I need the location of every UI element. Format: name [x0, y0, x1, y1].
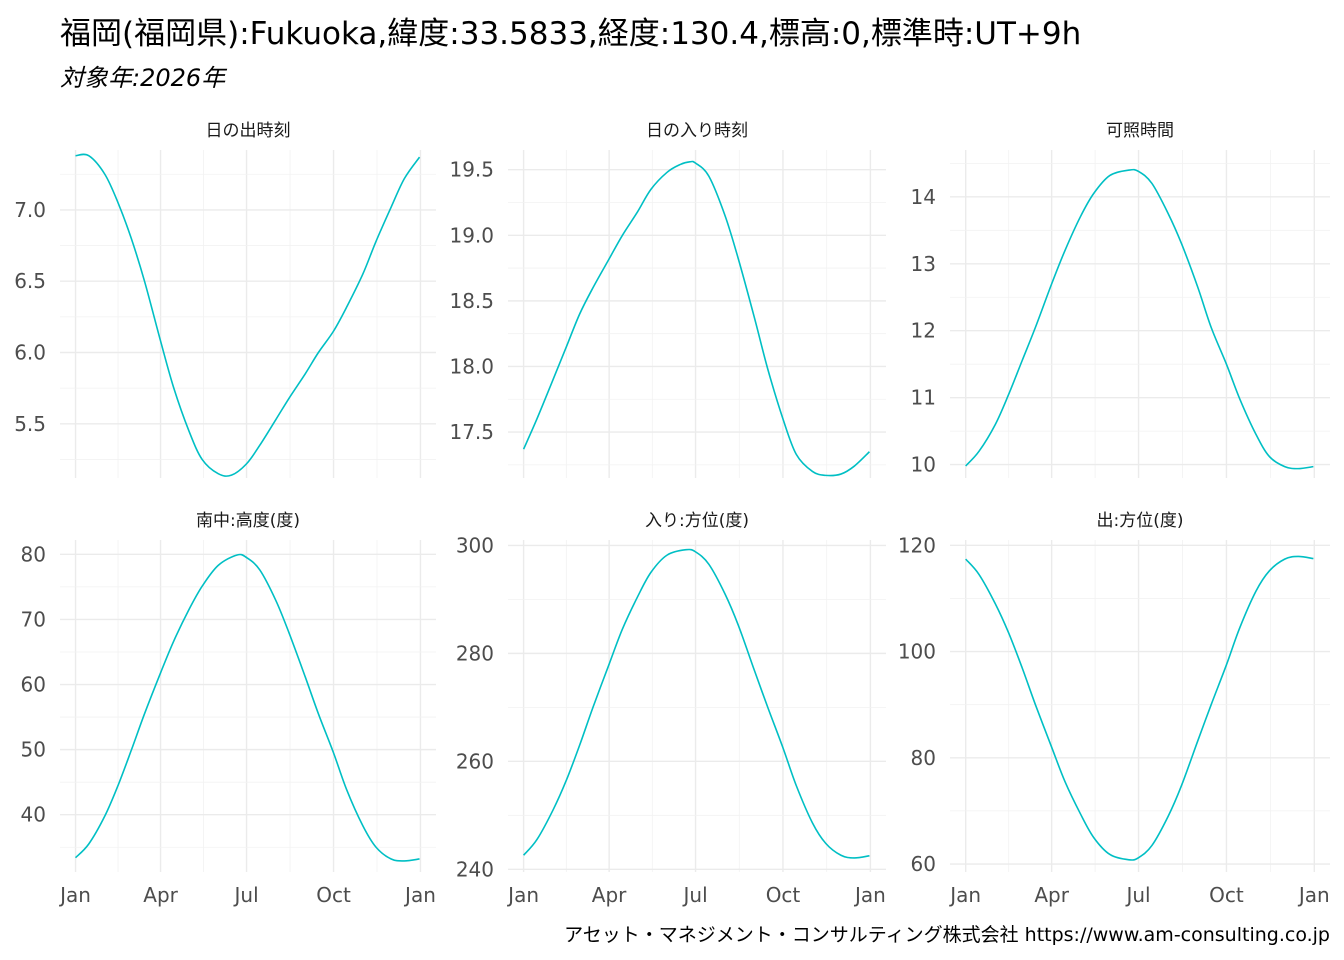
series-line — [522, 160, 870, 477]
y-tick-label: 260 — [456, 749, 494, 773]
y-tick-label: 11 — [911, 386, 936, 410]
panel-title: 入り:方位(度) — [645, 511, 749, 531]
x-tick-label: Jan — [1297, 883, 1330, 907]
panel-2: 日の入り時刻 17.5 18.0 18.5 19.0 19.5 — [449, 121, 886, 478]
x-tick-label: Apr — [592, 883, 627, 907]
y-tick-label: 60 — [911, 852, 936, 876]
y-tick-label: 40 — [21, 803, 46, 827]
y-tick-label: 60 — [21, 673, 46, 697]
panel-title: 南中:高度(度) — [196, 511, 300, 531]
x-tick-label: Jul — [1124, 883, 1150, 907]
panel-3: 可照時間 10 11 12 13 14 — [911, 121, 1330, 478]
x-tick-label: Apr — [1034, 883, 1069, 907]
panel-4: 南中:高度(度) 40 50 60 70 80 Jan Apr Jul Oct Jan — [21, 511, 436, 907]
y-tick-label: 6.5 — [14, 269, 46, 293]
x-tick-label: Oct — [766, 883, 801, 907]
x-tick-label: Jan — [948, 883, 981, 907]
page-subtitle: 対象年:2026年 — [60, 64, 226, 92]
series-line — [75, 153, 421, 477]
x-tick-label: Jul — [233, 883, 259, 907]
series-line — [522, 548, 870, 859]
y-tick-label: 13 — [911, 252, 936, 276]
caption: アセット・マネジメント・コンサルティング株式会社 https://www.am-… — [564, 924, 1330, 946]
y-tick-label: 7.0 — [14, 198, 46, 222]
y-tick-label: 50 — [21, 738, 46, 762]
y-tick-label: 6.0 — [14, 341, 46, 365]
series-line — [74, 553, 420, 862]
y-tick-label: 100 — [898, 640, 936, 664]
y-tick-label: 5.5 — [14, 412, 46, 436]
y-tick-label: 12 — [911, 319, 936, 343]
x-tick-label: Apr — [143, 883, 178, 907]
panel-1: 日の出時刻 5.5 6.0 6.5 7.0 — [14, 121, 436, 478]
y-tick-label: 14 — [911, 185, 936, 209]
y-tick-label: 18.5 — [449, 289, 494, 313]
y-tick-label: 300 — [456, 533, 494, 557]
x-tick-label: Jul — [682, 883, 708, 907]
y-tick-label: 80 — [911, 746, 936, 770]
panel-title: 可照時間 — [1106, 121, 1174, 141]
x-tick-label: Jan — [506, 883, 539, 907]
y-tick-label: 19.0 — [449, 223, 494, 247]
y-tick-label: 280 — [456, 641, 494, 665]
panel-5: 入り:方位(度) 240 260 280 300 Jan Apr Jul Oct Jan — [456, 511, 886, 907]
y-tick-label: 19.5 — [449, 158, 494, 182]
x-tick-label: Oct — [316, 883, 351, 907]
y-tick-label: 17.5 — [449, 420, 494, 444]
y-tick-label: 120 — [898, 533, 936, 557]
y-tick-label: 18.0 — [449, 354, 494, 378]
y-tick-label: 70 — [21, 607, 46, 631]
y-tick-label: 80 — [21, 542, 46, 566]
x-tick-label: Jan — [58, 883, 91, 907]
x-tick-label: Oct — [1209, 883, 1244, 907]
panel-title: 日の入り時刻 — [646, 121, 748, 141]
panel-title: 出:方位(度) — [1097, 511, 1184, 531]
panel-6: 出:方位(度) 60 80 100 120 Jan Apr Jul Oct Jan — [898, 511, 1330, 907]
page-title: 福岡(福岡県):Fukuoka,緯度:33.5833,経度:130.4,標高:0… — [60, 16, 1082, 52]
x-tick-label: Jan — [403, 883, 436, 907]
x-tick-label: Jan — [853, 883, 886, 907]
panel-title: 日の出時刻 — [206, 121, 291, 141]
y-tick-label: 240 — [456, 857, 494, 881]
y-tick-label: 10 — [911, 453, 936, 477]
series-line — [965, 555, 1314, 861]
series-line — [965, 168, 1314, 470]
